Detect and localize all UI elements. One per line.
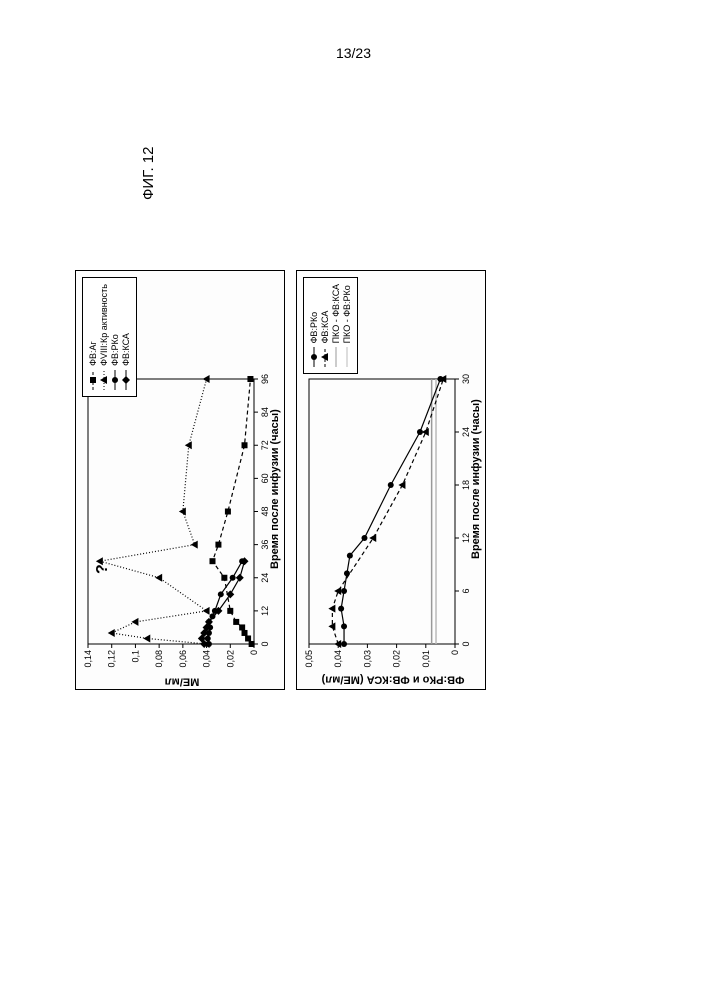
- chart-right: 061218243000,010,020,030,040,05 ФВ:РКо и…: [296, 270, 486, 690]
- chart-right-xlabel: Время после инфузии (часы): [470, 399, 482, 559]
- legend-label: ФVIII:Кр активность: [99, 284, 109, 366]
- legend-item: ПКО - ФВ:КСА: [331, 284, 341, 367]
- chart-left-annotation: ?: [94, 564, 112, 574]
- svg-text:0,04: 0,04: [333, 650, 343, 668]
- svg-text:0,02: 0,02: [225, 650, 235, 668]
- svg-text:24: 24: [260, 573, 270, 583]
- svg-text:0,01: 0,01: [421, 650, 431, 668]
- svg-text:96: 96: [260, 374, 270, 384]
- svg-text:0,04: 0,04: [202, 650, 212, 668]
- figure-container: 0122436486072849600,020,040,060,080,10,1…: [70, 250, 670, 690]
- svg-text:6: 6: [461, 588, 471, 593]
- chart-left-ylabel: МЕ/мл: [165, 676, 200, 688]
- svg-text:30: 30: [461, 374, 471, 384]
- svg-text:0,08: 0,08: [154, 650, 164, 668]
- legend-label: ФВ:КСА: [320, 311, 330, 344]
- legend-label: ФВ:Аг: [88, 341, 98, 366]
- svg-text:12: 12: [260, 606, 270, 616]
- legend-item: ПКО - ФВ:РКо: [342, 284, 352, 367]
- legend-item: ФVIII:Кр активность: [99, 284, 109, 390]
- legend-label: ПКО - ФВ:РКо: [342, 285, 352, 343]
- legend-label: ПКО - ФВ:КСА: [331, 284, 341, 343]
- svg-text:0,06: 0,06: [178, 650, 188, 668]
- chart-right-ylabel: ФВ:РКо и ФВ:КСА (МЕ/мл): [322, 674, 465, 686]
- chart-left-legend: ФВ:Аг ФVIII:Кр активность ФВ:РКо ФВ:КСА: [82, 277, 137, 397]
- legend-label: ФВ:КСА: [121, 333, 131, 366]
- legend-item: ФВ:КСА: [320, 284, 330, 367]
- legend-item: ФВ:РКо: [110, 284, 120, 390]
- page-header: 13/23: [0, 45, 707, 61]
- svg-text:0: 0: [249, 650, 259, 655]
- legend-label: ФВ:РКо: [110, 334, 120, 366]
- legend-item: ФВ:РКо: [309, 284, 319, 367]
- chart-left-xlabel: Время после инфузии (часы): [269, 409, 281, 569]
- svg-text:0: 0: [461, 641, 471, 646]
- chart-left: 0122436486072849600,020,040,060,080,10,1…: [75, 270, 285, 690]
- svg-text:0,14: 0,14: [83, 650, 93, 668]
- svg-text:0,1: 0,1: [130, 650, 140, 663]
- svg-text:0,02: 0,02: [392, 650, 402, 668]
- svg-text:0: 0: [260, 641, 270, 646]
- legend-item: ФВ:КСА: [121, 284, 131, 390]
- svg-text:0: 0: [450, 650, 460, 655]
- svg-text:0,12: 0,12: [107, 650, 117, 668]
- legend-label: ФВ:РКо: [309, 312, 319, 344]
- legend-item: ФВ:Аг: [88, 284, 98, 390]
- figure-label: ФИГ. 12: [140, 147, 157, 201]
- svg-text:0,05: 0,05: [304, 650, 314, 668]
- chart-right-legend: ФВ:РКо ФВ:КСА ПКО - ФВ:КСА ПКО - ФВ:РКо: [303, 277, 358, 374]
- svg-text:0,03: 0,03: [362, 650, 372, 668]
